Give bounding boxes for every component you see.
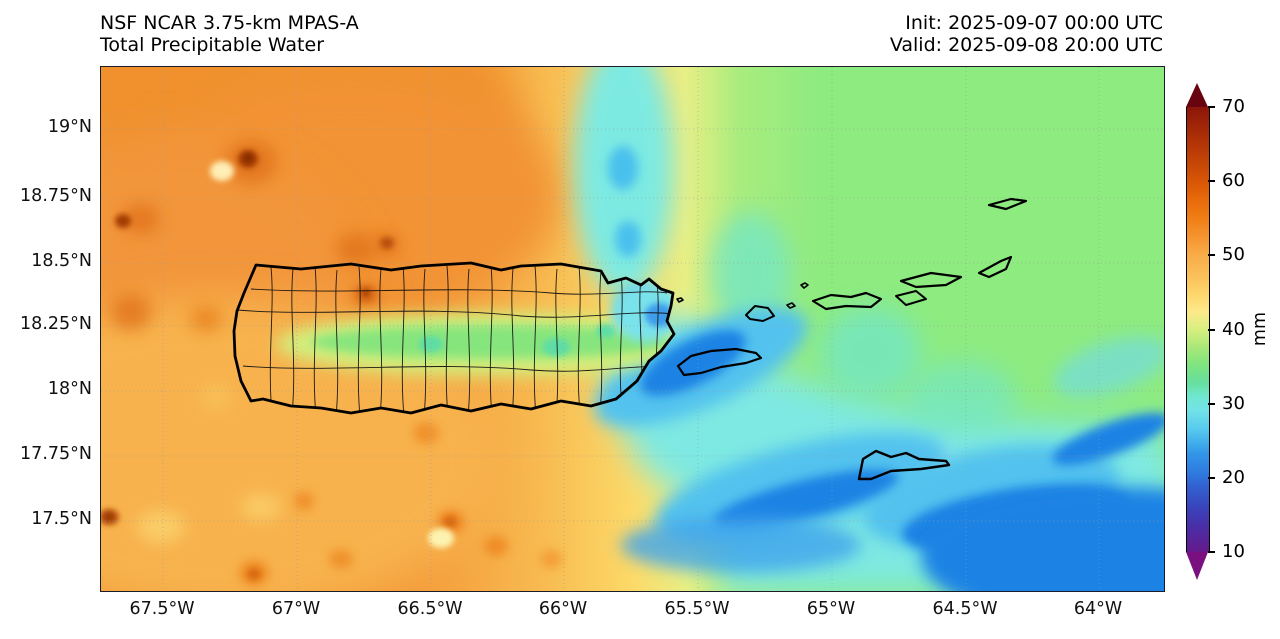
colorbar-tick-mark [1208,476,1215,479]
colorbar-tick-label: 10 [1222,541,1245,562]
lat-tick-label: 18°N [47,379,92,399]
colorbar-tick-label: 60 [1222,170,1245,192]
valid-time: Valid: 2025-09-08 20:00 UTC [889,34,1163,56]
lon-tick-label: 67°W [271,599,321,619]
map-plot [100,66,1165,592]
vieques-outline [676,347,763,377]
tpw-contour-field [101,67,1164,591]
anegada-outline [987,197,1028,211]
coastlines [232,197,1028,481]
colorbar: 70 60 50 40 30 20 10 mm [1186,83,1280,593]
st-croix-outline [857,449,951,481]
colorbar-tick-mark [1208,402,1215,405]
lon-tick-label: 65°W [806,599,856,619]
colorbar-tick-mark [1208,180,1215,183]
puerto-rico-outline [232,261,676,415]
graticule [101,67,1164,591]
colorbar-tick-label: 20 [1222,466,1245,488]
model-title: NSF NCAR 3.75-km MPAS-A [100,12,359,34]
st-thomas-outline [811,291,883,311]
lat-tick-label: 18.5°N [31,251,92,271]
lon-tick-label: 65.5°W [664,599,730,619]
tortola-outline [899,271,963,289]
culebra-outline [745,305,775,322]
st-john-outline [895,290,927,306]
colorbar-tick-mark [1208,551,1215,553]
lat-tick-label: 18.75°N [20,186,92,206]
lon-tick-label: 64.5°W [932,599,998,619]
lat-tick-label: 17.75°N [20,444,92,464]
colorbar-extend-max-arrow [1186,83,1208,107]
colorbar-tick-label: 50 [1222,244,1245,266]
variable-title: Total Precipitable Water [100,34,325,56]
virgin-gorda-outline [977,255,1013,279]
deep-blue-streaks [619,287,1164,591]
lon-tick-label: 66°W [538,599,588,619]
colorbar-gradient [1186,107,1210,552]
lon-tick-label: 64°W [1073,599,1123,619]
colorbar-tick-label: 40 [1222,318,1245,340]
high-tpw-blobs [101,140,562,586]
colorbar-tick-mark [1208,328,1215,331]
dry-column-north [574,67,674,297]
lat-tick-label: 19°N [47,117,92,137]
title-block: NSF NCAR 3.75-km MPAS-A Total Precipitab… [100,12,359,56]
lon-tick-label: 66.5°W [397,599,463,619]
colorbar-extend-min-arrow [1186,552,1208,580]
time-block: Init: 2025-09-07 00:00 UTC Valid: 2025-0… [890,12,1163,56]
lat-tick-label: 17.5°N [31,509,92,529]
lat-tick-label: 18.25°N [20,314,92,334]
colorbar-unit-label: mm [1250,311,1270,347]
init-time: Init: 2025-09-07 00:00 UTC [905,12,1163,34]
lon-tick-label: 67.5°W [129,599,195,619]
colorbar-tick-label: 30 [1222,392,1245,414]
colorbar-tick-mark [1208,254,1215,257]
colorbar-tick-label: 70 [1222,96,1245,117]
colorbar-tick-mark [1208,106,1215,108]
low-spots-cream [137,161,454,548]
